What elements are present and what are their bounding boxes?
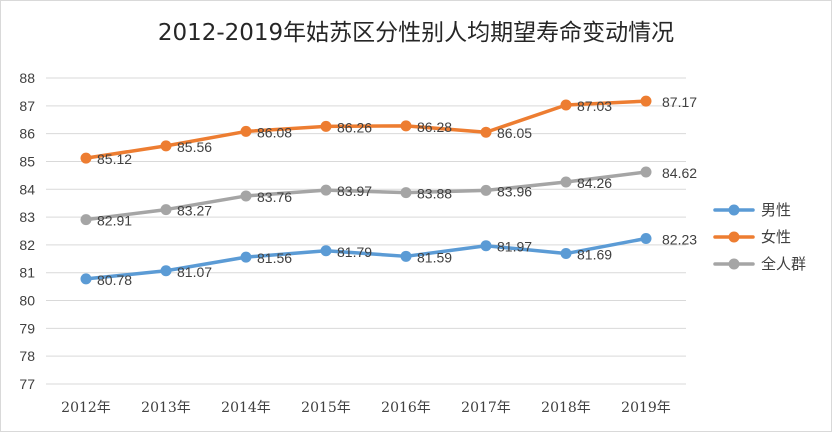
data-point: [240, 190, 252, 202]
data-point: [480, 184, 492, 196]
data-point: [320, 184, 332, 196]
legend-marker: [728, 231, 740, 243]
data-point: [640, 95, 652, 107]
legend-label: 女性: [761, 228, 791, 246]
data-label: 86.05: [497, 125, 532, 141]
data-label: 85.56: [177, 139, 212, 155]
y-tick-label: 81: [19, 265, 35, 281]
data-label: 85.12: [97, 151, 132, 167]
series-line: [84, 236, 648, 281]
data-label: 84.26: [577, 175, 612, 191]
data-point: [640, 166, 652, 178]
data-point: [400, 250, 412, 262]
data-point: [240, 125, 252, 137]
data-point: [320, 120, 332, 132]
data-label: 84.62: [662, 165, 697, 181]
data-label: 81.59: [417, 249, 452, 265]
data-label: 81.07: [177, 264, 212, 280]
x-tick-label: 2018年: [541, 400, 591, 416]
y-tick-label: 77: [19, 376, 35, 392]
data-label: 87.03: [577, 98, 612, 114]
data-point: [640, 233, 652, 245]
series-line: [84, 99, 648, 160]
data-label: 81.79: [337, 244, 372, 260]
data-point: [160, 265, 172, 277]
y-tick-label: 87: [19, 98, 35, 114]
legend-label: 全人群: [761, 255, 806, 273]
data-label: 83.88: [417, 186, 452, 202]
data-label: 82.23: [662, 232, 697, 248]
legend-marker: [728, 204, 740, 216]
data-point: [160, 204, 172, 216]
y-tick-label: 85: [19, 153, 35, 169]
data-point: [480, 240, 492, 252]
data-point: [480, 126, 492, 138]
x-tick-label: 2015年: [301, 400, 351, 416]
x-tick-label: 2019年: [621, 400, 671, 416]
x-tick-label: 2016年: [381, 400, 431, 416]
data-point: [400, 120, 412, 132]
data-label: 86.08: [257, 124, 292, 140]
data-label: 80.78: [97, 272, 132, 288]
data-label: 83.76: [257, 189, 292, 205]
x-tick-label: 2014年: [221, 400, 271, 416]
data-label: 86.28: [417, 119, 452, 135]
legend-marker: [728, 258, 740, 270]
data-point: [320, 245, 332, 257]
data-label: 83.97: [337, 183, 372, 199]
data-point: [560, 248, 572, 260]
legend-label: 男性: [761, 201, 791, 219]
data-point: [400, 187, 412, 199]
y-tick-label: 86: [19, 126, 35, 142]
data-point: [560, 176, 572, 188]
chart-title: 2012-2019年姑苏区分性别人均期望寿命变动情况: [157, 20, 675, 46]
data-point: [80, 273, 92, 285]
data-point: [560, 99, 572, 111]
y-tick-label: 78: [19, 348, 35, 364]
data-point: [240, 251, 252, 263]
data-point: [80, 152, 92, 164]
legend-item: 男性: [713, 201, 791, 219]
data-label: 82.91: [97, 213, 132, 229]
legend-item: 全人群: [713, 255, 806, 273]
x-tick-label: 2012年: [61, 400, 111, 416]
data-point: [160, 140, 172, 152]
series-line: [84, 170, 648, 222]
data-label: 81.56: [257, 250, 292, 266]
x-tick-label: 2013年: [141, 400, 191, 416]
data-label: 83.27: [177, 203, 212, 219]
data-label: 81.97: [497, 239, 532, 255]
y-tick-label: 84: [19, 181, 35, 197]
y-tick-label: 80: [19, 293, 35, 309]
x-tick-label: 2017年: [461, 400, 511, 416]
data-label: 86.26: [337, 119, 372, 135]
data-label: 81.69: [577, 247, 612, 263]
data-label: 87.17: [662, 94, 697, 110]
data-point: [80, 214, 92, 226]
y-tick-label: 88: [19, 70, 35, 86]
data-label: 83.96: [497, 183, 532, 199]
y-tick-label: 83: [19, 209, 35, 225]
y-tick-label: 82: [19, 237, 35, 253]
y-tick-label: 79: [19, 320, 35, 336]
legend-item: 女性: [713, 228, 791, 246]
